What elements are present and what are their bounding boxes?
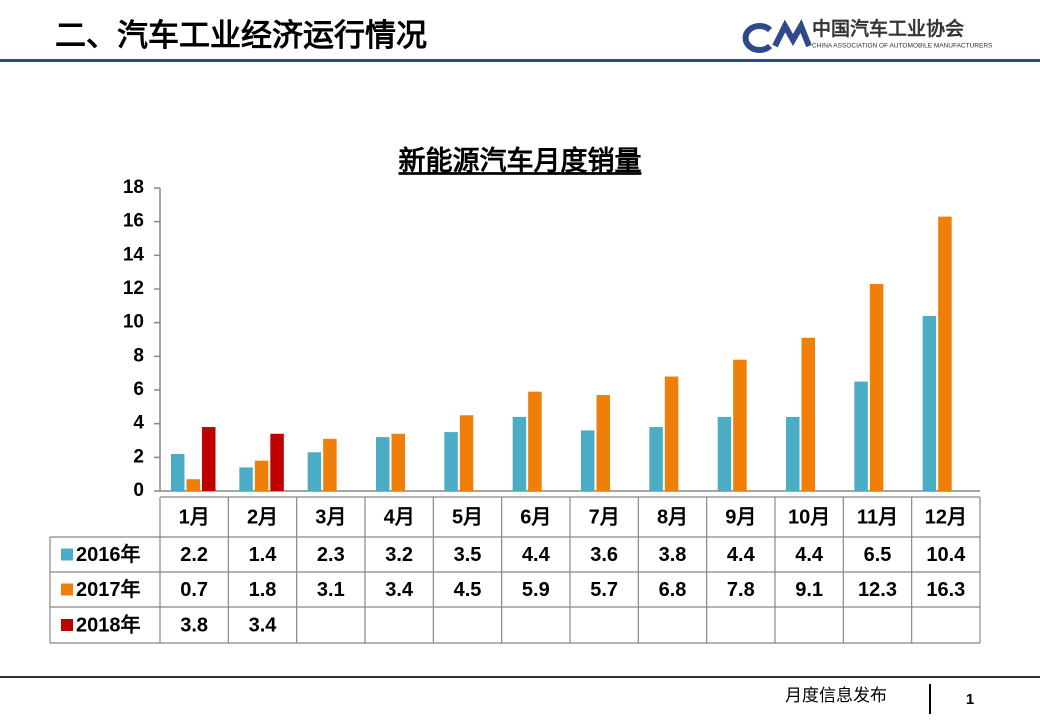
legend-swatch (61, 619, 73, 631)
bar (391, 433, 405, 491)
bar (854, 381, 868, 491)
y-tick-label: 4 (133, 413, 144, 434)
table-cell: 2.3 (317, 544, 345, 566)
bar (786, 416, 800, 491)
table-cell: 10.4 (926, 544, 966, 566)
bar (649, 427, 663, 491)
x-tick-label: 12月 (925, 506, 967, 528)
y-tick-label: 18 (123, 177, 144, 198)
table-cell: 4.5 (454, 579, 482, 601)
table-cell: 1.4 (249, 544, 278, 566)
table-cell: 5.9 (522, 579, 550, 601)
table-cell: 7.8 (727, 579, 755, 601)
table-cell: 3.1 (317, 579, 345, 601)
table-cell: 0.7 (180, 579, 208, 601)
table-cell: 5.7 (590, 579, 618, 601)
legend-label: 2016年 (76, 542, 141, 566)
table-cell: 3.4 (249, 614, 278, 636)
legend-label: 2018年 (76, 612, 141, 636)
x-tick-label: 4月 (384, 506, 415, 528)
bar (512, 416, 527, 491)
bar (307, 452, 322, 491)
bar (323, 438, 337, 491)
x-tick-label: 1月 (179, 506, 210, 528)
slide-title: 二、汽车工业经济运行情况 (55, 18, 427, 53)
table-cell: 6.8 (659, 579, 687, 601)
table-cell: 6.5 (864, 544, 892, 566)
table-cell: 3.4 (385, 579, 414, 601)
bar (376, 437, 390, 491)
bar (922, 315, 937, 491)
bar (581, 430, 595, 491)
bar (664, 376, 679, 491)
x-tick-label: 10月 (788, 506, 830, 528)
legend-label: 2017年 (76, 577, 141, 601)
y-tick-label: 12 (123, 278, 144, 299)
y-tick-label: 2 (133, 446, 144, 467)
x-tick-label: 3月 (315, 506, 346, 528)
logo-mark (742, 19, 812, 53)
y-tick-label: 8 (133, 345, 144, 366)
x-tick-label: 9月 (725, 506, 756, 528)
table-cell: 4.4 (522, 544, 551, 566)
legend-swatch (61, 583, 73, 596)
y-tick-label: 0 (133, 480, 144, 501)
bar (801, 337, 815, 491)
table-cell: 1.8 (249, 579, 277, 601)
table-cell: 9.1 (795, 579, 823, 601)
y-tick-label: 14 (123, 244, 145, 265)
table-cell: 12.3 (858, 579, 897, 601)
bar (254, 460, 269, 491)
bar (869, 283, 884, 491)
logo: 中国汽车工业协会 CHINA ASSOCIATION OF AUTOMOBILE… (742, 17, 993, 53)
bar (528, 391, 542, 491)
bar (733, 359, 747, 491)
y-tick-label: 6 (133, 379, 144, 400)
x-tick-label: 6月 (520, 506, 551, 528)
legend-swatch (61, 548, 73, 561)
y-tick-label: 16 (123, 211, 144, 232)
table-cell: 16.3 (926, 579, 965, 601)
bar (171, 453, 185, 491)
table-cell: 4.4 (795, 544, 824, 566)
page-number: 1 (966, 691, 974, 708)
bar (938, 216, 952, 491)
logo-cn: 中国汽车工业协会 (812, 17, 964, 40)
chart-title: 新能源汽车月度销量 (399, 145, 642, 176)
bar (459, 415, 474, 491)
bar (186, 479, 200, 491)
table-cell: 2.2 (180, 544, 208, 566)
table-cell: 3.8 (180, 614, 208, 636)
bar (239, 467, 253, 491)
x-tick-label: 11月 (857, 506, 898, 528)
bar (596, 395, 610, 491)
y-tick-label: 10 (123, 312, 144, 333)
x-tick-label: 7月 (589, 506, 620, 528)
table-cell: 3.2 (385, 544, 413, 566)
table-cell: 3.6 (590, 544, 618, 566)
bar (717, 416, 732, 491)
footer-text: 月度信息发布 (785, 686, 887, 705)
bar (444, 432, 458, 491)
bar (202, 427, 216, 491)
bar (270, 433, 284, 491)
x-tick-label: 5月 (452, 506, 483, 528)
table-cell: 4.4 (727, 544, 756, 566)
header-rule (0, 59, 1040, 62)
logo-en: CHINA ASSOCIATION OF AUTOMOBILE MANUFACT… (812, 43, 993, 50)
table-cell: 3.8 (659, 544, 687, 566)
x-tick-label: 2月 (247, 506, 278, 528)
x-tick-label: 8月 (657, 506, 688, 528)
table-cell: 3.5 (454, 544, 482, 566)
